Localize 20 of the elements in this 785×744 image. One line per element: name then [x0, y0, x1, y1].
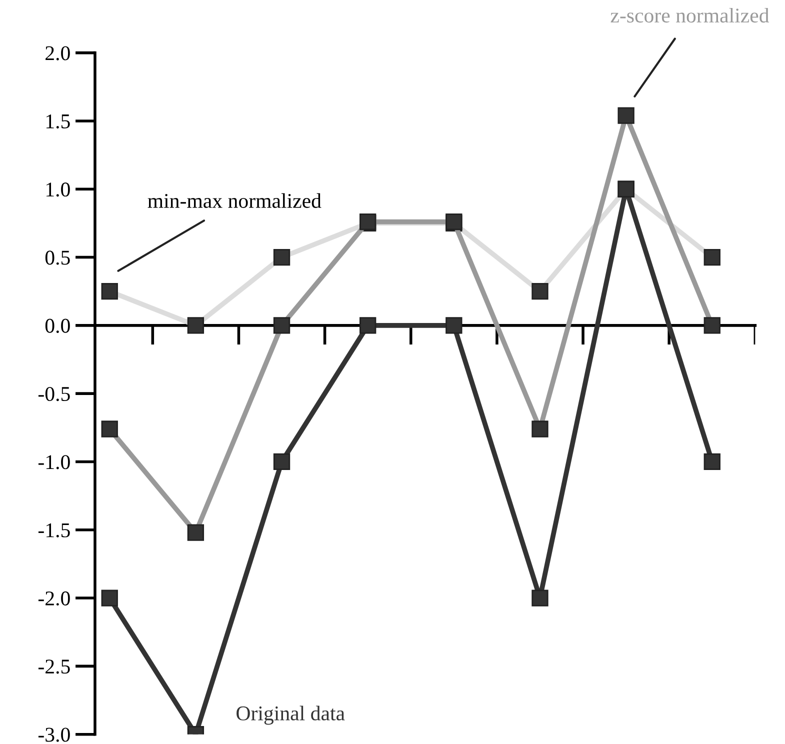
point: [532, 590, 548, 606]
point: [101, 590, 118, 606]
y-tick-label: 2.0: [46, 46, 70, 60]
point: [446, 317, 462, 334]
y-tick-label: -2.0: [38, 591, 70, 606]
series-label: Original data: [236, 706, 345, 725]
text: z-score normalized: [610, 8, 770, 23]
y-tick-label: 0.5: [45, 250, 70, 265]
y-tick-label: -1.0: [38, 455, 70, 470]
y-tick-label: 0.0: [45, 318, 70, 333]
y-tick-label: -1.5: [38, 523, 70, 538]
y-tick-label: -3.0: [38, 728, 70, 742]
point: [273, 453, 290, 470]
point: [704, 453, 720, 470]
y-tick-label: -0.5: [38, 386, 70, 402]
y-tick-label: 1.5: [46, 114, 70, 128]
y-tick-label: -2.5: [38, 660, 70, 674]
y-tick-label: 1.0: [46, 182, 70, 197]
point: [360, 317, 376, 334]
series-label: min-max normalized: [148, 193, 322, 208]
